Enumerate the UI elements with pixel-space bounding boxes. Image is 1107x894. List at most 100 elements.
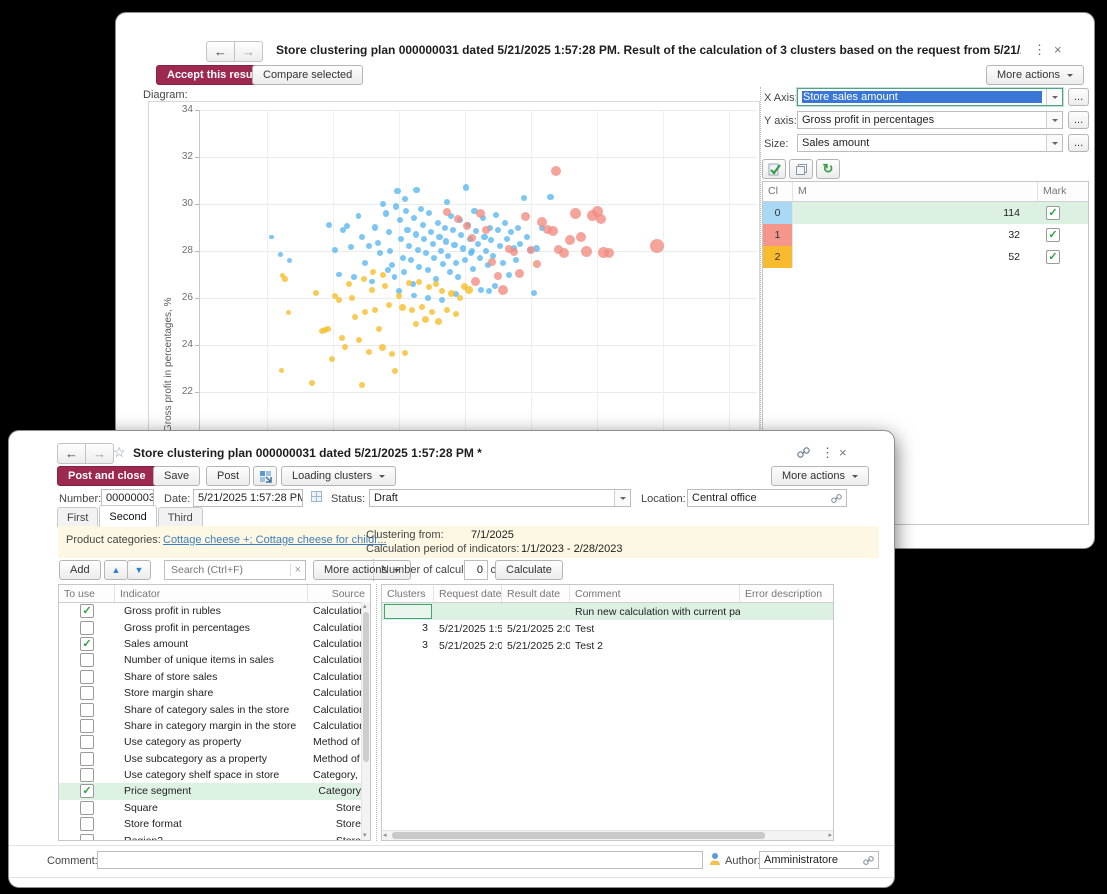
- checkbox[interactable]: [80, 833, 94, 840]
- link-icon[interactable]: [831, 493, 842, 504]
- focused-cell[interactable]: [384, 604, 432, 619]
- more-actions-button[interactable]: More actions: [986, 65, 1084, 85]
- checkbox[interactable]: [80, 620, 94, 635]
- close-icon[interactable]: ×: [839, 445, 847, 460]
- to-use-cell[interactable]: [59, 669, 115, 684]
- favorite-star-icon[interactable]: ☆: [113, 444, 126, 460]
- link-icon[interactable]: [797, 446, 810, 459]
- size-dropdown[interactable]: [1046, 135, 1062, 151]
- tables-splitter[interactable]: [376, 584, 377, 841]
- to-use-cell[interactable]: [59, 817, 115, 832]
- comment-field[interactable]: [97, 851, 703, 869]
- move-up-button[interactable]: ▲: [104, 560, 128, 580]
- comment-input[interactable]: [102, 853, 698, 867]
- location-field[interactable]: Central office: [687, 489, 847, 507]
- search-input[interactable]: [169, 563, 290, 577]
- checkbox[interactable]: [80, 653, 94, 668]
- to-use-cell[interactable]: [59, 751, 115, 766]
- checkbox[interactable]: [80, 735, 94, 750]
- scrollbar-thumb[interactable]: [392, 832, 765, 839]
- indicators-vscrollbar[interactable]: ▴ ▾: [361, 602, 370, 840]
- checkbox[interactable]: ✓: [80, 604, 94, 619]
- checkbox[interactable]: [80, 817, 94, 832]
- back-button[interactable]: ←: [57, 443, 86, 464]
- column-header-error[interactable]: Error description: [745, 588, 823, 600]
- clear-search-icon[interactable]: ×: [289, 564, 301, 576]
- y-axis-dropdown[interactable]: [1046, 112, 1062, 128]
- more-actions-button[interactable]: More actions: [771, 466, 869, 486]
- move-down-button[interactable]: ▼: [127, 560, 151, 580]
- scroll-down-icon[interactable]: ▾: [363, 832, 367, 839]
- column-header-request-date[interactable]: Request date: [434, 585, 502, 602]
- column-header-result-date[interactable]: Result date: [502, 585, 570, 602]
- number-field[interactable]: 000000031: [101, 489, 154, 507]
- column-header-to-use[interactable]: To use: [59, 585, 115, 602]
- checkbox[interactable]: ✓: [1046, 228, 1060, 242]
- table-row[interactable]: Use subcategory as a property Method of .…: [59, 751, 370, 767]
- table-row[interactable]: Gross profit in percentages Calculation: [59, 619, 370, 635]
- back-button[interactable]: ←: [206, 41, 235, 62]
- to-use-cell[interactable]: [59, 620, 115, 635]
- table-row[interactable]: Number of unique items in sales Calculati…: [59, 652, 370, 668]
- table-row[interactable]: Store margin share Calculation: [59, 685, 370, 701]
- scroll-right-icon[interactable]: ▸: [828, 832, 832, 839]
- panel-splitter[interactable]: [760, 87, 761, 523]
- kebab-icon[interactable]: ⋮: [821, 445, 834, 460]
- add-button[interactable]: Add: [59, 560, 101, 580]
- checkbox[interactable]: [80, 800, 94, 815]
- to-use-cell[interactable]: [59, 800, 115, 815]
- column-header-comment[interactable]: Comment: [570, 585, 740, 602]
- to-use-cell[interactable]: [59, 718, 115, 733]
- to-use-cell[interactable]: ✓: [59, 636, 115, 651]
- table-row[interactable]: Store format Store: [59, 816, 370, 832]
- to-use-cell[interactable]: [59, 833, 115, 840]
- forward-button[interactable]: →: [86, 443, 114, 464]
- checkbox[interactable]: ✓: [1046, 206, 1060, 220]
- kebab-icon[interactable]: ⋮: [1033, 42, 1046, 57]
- cluster-mark-cell[interactable]: ✓: [1038, 250, 1088, 264]
- fill-table-button[interactable]: [253, 466, 277, 486]
- clusters-cell[interactable]: 3: [422, 622, 428, 634]
- post-button[interactable]: Post: [206, 466, 251, 486]
- y-axis-more-button[interactable]: ...: [1068, 111, 1090, 129]
- size-field[interactable]: Sales amount: [797, 134, 1063, 152]
- to-use-cell[interactable]: [59, 653, 115, 668]
- close-icon[interactable]: ×: [1054, 42, 1062, 57]
- table-row[interactable]: Share of store sales Calculation: [59, 669, 370, 685]
- y-axis-field[interactable]: Gross profit in percentages: [797, 111, 1063, 129]
- column-header-mark[interactable]: Mark: [1043, 185, 1067, 197]
- table-row[interactable]: Region2 Store: [59, 832, 370, 840]
- list-more-actions-button[interactable]: More actions: [313, 560, 411, 580]
- accept-result-button[interactable]: Accept this result: [156, 65, 271, 85]
- cluster-mark-cell[interactable]: ✓: [1038, 228, 1088, 242]
- tab-first[interactable]: First: [57, 507, 99, 527]
- to-use-cell[interactable]: ✓: [59, 784, 115, 799]
- clusters-count-field[interactable]: 0: [464, 560, 488, 580]
- table-row[interactable]: 1 32 ✓: [763, 224, 1088, 246]
- to-use-cell[interactable]: ✓: [59, 604, 115, 619]
- to-use-cell[interactable]: [59, 686, 115, 701]
- x-axis-field[interactable]: Store sales amount: [797, 88, 1063, 106]
- x-axis-more-button[interactable]: ...: [1068, 88, 1090, 106]
- size-more-button[interactable]: ...: [1068, 134, 1090, 152]
- checkbox[interactable]: [80, 751, 94, 766]
- to-use-cell[interactable]: [59, 735, 115, 750]
- checkbox[interactable]: [80, 686, 94, 701]
- compare-selected-button[interactable]: Compare selected: [252, 65, 364, 85]
- column-header-indicator[interactable]: Indicator: [115, 585, 308, 602]
- checkbox[interactable]: ✓: [80, 636, 94, 651]
- column-header-source[interactable]: Source: [331, 588, 365, 600]
- forward-button[interactable]: →: [235, 41, 263, 62]
- to-use-cell[interactable]: [59, 702, 115, 717]
- link-icon[interactable]: [863, 855, 874, 866]
- checkbox[interactable]: [80, 768, 94, 783]
- table-row[interactable]: Share of category sales in the store Calc…: [59, 701, 370, 717]
- table-row[interactable]: ✓ Gross profit in rubles Calculation: [59, 603, 370, 619]
- unmark-button[interactable]: [789, 159, 813, 179]
- tab-second[interactable]: Second: [99, 505, 157, 527]
- to-use-cell[interactable]: [59, 768, 115, 783]
- checkbox[interactable]: ✓: [80, 784, 94, 799]
- table-row[interactable]: ✓ Price segment Category: [59, 783, 370, 800]
- set-marks-button[interactable]: [762, 159, 786, 179]
- table-row[interactable]: 3 5/21/2025 2:03:... 5/21/2025 2:06:... Tes…: [382, 637, 833, 654]
